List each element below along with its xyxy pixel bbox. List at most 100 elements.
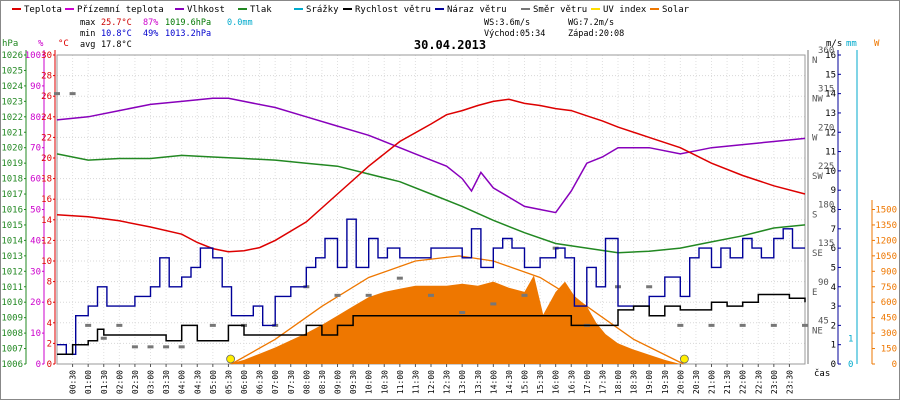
wind-ws: WS:3.6m/s [484,18,530,28]
axis-tick-label-percent: 50 [30,206,41,216]
axis-tick-label-ms: 6 [831,244,836,254]
axis-tick-label-w: 1350 [875,221,897,231]
axis-unit-celsius: °C [58,39,69,49]
x-tick-label: 11:30 [411,370,420,394]
series-direction-mark [69,92,76,96]
axis-tick-label-hpa: 1019 [1,159,23,169]
stat-avg-temp: 17.8°C [101,40,132,50]
axis-tick-label-direction: 360 [818,46,834,56]
axis-tick-label-direction: 45 [818,316,829,326]
axis-tick-label-direction: 225 [818,162,834,172]
axis-tick-label-w: 1050 [875,252,897,262]
stat-avg-label: avg [80,40,95,50]
axis-tick-label-celsius: 24 [41,113,52,123]
axis-tick-label-celsius: 4 [47,319,52,329]
axis-tick-label-ms: 15 [825,70,836,80]
axis-tick-label-ms: 8 [831,206,836,216]
axis-unit-w: W [874,39,880,49]
series-solar-area [228,275,681,364]
series-direction-mark [85,323,92,327]
chart-title: 30.04.2013 [414,38,486,52]
x-tick-label: 23:00 [770,370,779,394]
series-direction-mark [646,285,653,289]
axis-tick-label-hpa: 1015 [1,221,23,231]
axis-tick-compass-direction: W [812,133,818,143]
wind-wg: WG:7.2m/s [568,18,614,28]
axis-tick-compass-direction: SE [812,249,823,259]
x-tick-label: 11:00 [396,370,405,394]
axis-tick-label-ms: 14 [825,90,836,100]
series-direction-mark [428,293,434,297]
series-gust-line [57,218,805,355]
axis-tick-label-celsius: 18 [41,175,52,185]
sunrise-marker [226,354,235,364]
x-tick-label: 15:00 [521,370,530,394]
axis-tick-label-hpa: 1021 [1,128,23,138]
x-tick-label: 10:30 [380,370,389,394]
axis-tick-label-hpa: 1007 [1,345,23,355]
x-tick-label: 12:00 [427,370,436,394]
legend-label-naraz: Náraz větru [447,5,507,15]
stat-min-label: min [80,29,95,39]
x-tick-label: 01:00 [84,370,93,394]
axis-tick-label-ms: 9 [831,186,836,196]
series-direction-mark [739,323,746,327]
axis-tick-label-hpa: 1012 [1,267,23,277]
axis-tick-label-percent: 60 [30,175,41,185]
x-tick-label: 10:00 [365,370,374,394]
x-tick-label: 02:00 [115,370,124,394]
stat-max-temp: 25.7°C [101,18,132,28]
axis-tick-label-w: 150 [881,345,897,355]
axis-tick-label-w: 0 [892,360,897,370]
series-temperature-line [56,98,806,253]
x-tick-label: 06:30 [256,370,265,394]
series-wind-speed-line [57,293,806,356]
axis-tick-compass-direction: NW [812,95,823,105]
axis-tick-label-w: 750 [881,283,897,293]
axis-tick-label-celsius: 16 [41,195,52,205]
series-direction-mark [163,345,170,349]
series-direction-mark [365,293,372,297]
axis-tick-label-mm: 1 [848,334,853,344]
axis-tick-label-hpa: 1016 [1,206,23,216]
series-direction-mark [459,311,466,314]
stat-min-hum: 49% [143,29,158,39]
series-direction-mark [490,302,497,306]
sunset-marker [679,354,689,364]
axis-tick-label-hpa: 1023 [1,97,23,107]
x-tick-label: 21:30 [723,370,732,394]
axis-tick-label-hpa: 1010 [1,298,23,308]
axis-tick-label-percent: 90 [30,82,41,92]
axis-tick-label-hpa: 1026 [1,51,23,61]
axis-tick-label-celsius: 22 [41,133,52,143]
axis-tick-label-percent: 70 [30,144,41,154]
axis-tick-label-direction: 180 [818,201,834,211]
x-tick-label: 19:30 [661,370,670,394]
axis-tick-label-hpa: 1024 [1,82,23,92]
axis-tick-label-w: 1200 [875,236,897,246]
axis-tick-label-percent: 100 [25,51,41,61]
x-tick-label: 22:30 [754,370,763,394]
axis-tick-label-hpa: 1025 [1,66,23,76]
axis-tick-label-hpa: 1011 [1,283,23,293]
axis-tick-label-w: 900 [881,267,897,277]
x-tick-label: 22:00 [739,370,748,394]
series-direction-mark [521,293,528,297]
axis-tick-label-celsius: 0 [47,360,52,370]
axis-tick-compass-direction: N [812,56,817,66]
x-tick-label: 09:30 [349,370,358,394]
x-tick-label: 23:30 [785,370,794,394]
axis-tick-label-w: 1500 [875,206,897,216]
axis-tick-label-direction: 90 [818,278,829,288]
axis-tick-label-celsius: 2 [47,339,52,349]
axes: hPa1006100710081009101010111012101310141… [1,39,897,370]
axis-tick-label-direction: 315 [818,85,834,95]
axis-tick-label-celsius: 12 [41,236,52,246]
axis-tick-label-ms: 1 [831,341,836,351]
x-tick-label: 03:00 [147,370,156,394]
x-tick-label: 14:30 [505,370,514,394]
legend-label-smer: Směr větru [533,5,587,15]
stat-rain: 0.0mm [227,18,253,28]
x-tick-label: 07:30 [287,370,296,394]
axis-tick-label-hpa: 1018 [1,175,23,185]
